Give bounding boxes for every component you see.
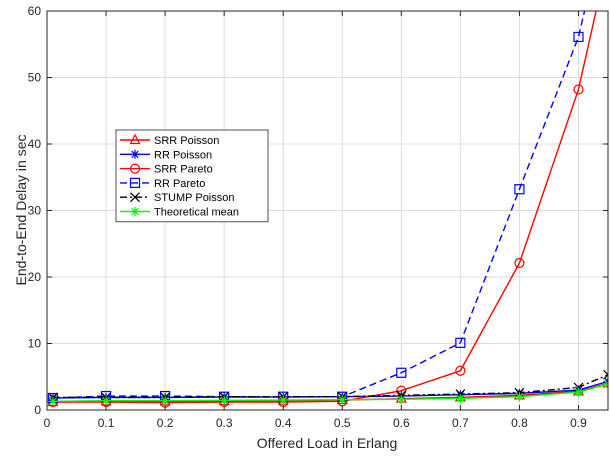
y-tick-label: 40 bbox=[28, 137, 42, 151]
data-point bbox=[160, 396, 170, 406]
legend-swatch-marker bbox=[129, 133, 141, 145]
legend-label: Theoretical mean bbox=[154, 207, 239, 219]
data-point bbox=[396, 394, 406, 404]
y-tick-label: 30 bbox=[28, 204, 42, 218]
legend-label: RR Poisson bbox=[154, 149, 212, 161]
data-point bbox=[455, 393, 465, 403]
data-point bbox=[101, 396, 111, 406]
x-axis-title: Offered Load in Erlang bbox=[257, 435, 398, 451]
x-tick-label: 0.2 bbox=[157, 416, 174, 430]
legend-swatch-marker bbox=[130, 192, 140, 203]
data-point bbox=[573, 84, 584, 95]
data-point bbox=[514, 184, 525, 195]
data-point bbox=[337, 395, 347, 405]
data-point bbox=[573, 31, 584, 43]
legend-swatch-marker bbox=[130, 149, 140, 159]
legend-label: STUMP Poisson bbox=[154, 192, 235, 204]
y-tick-label: 50 bbox=[28, 71, 42, 85]
legend-box bbox=[115, 129, 269, 223]
x-tick-label: 0.6 bbox=[393, 416, 410, 430]
data-point bbox=[514, 392, 524, 402]
legend-label: SRR Pareto bbox=[154, 164, 213, 176]
ticks: 0 0.1 0.2 0.3 0.4 0.5 0.6 0.7 0.8 0.9 0 10 20 30 40 50 6… bbox=[28, 4, 608, 430]
legend-swatch-marker bbox=[129, 177, 141, 188]
data-point bbox=[396, 367, 407, 378]
y-tick-label: 20 bbox=[28, 270, 42, 284]
legend-swatch-marker bbox=[129, 163, 141, 174]
legend-swatch-marker bbox=[130, 207, 140, 216]
x-tick-label: 0.9 bbox=[570, 416, 587, 430]
data-point bbox=[455, 365, 466, 376]
x-tick-label: 0.5 bbox=[334, 416, 351, 430]
legend-label: RR Pareto bbox=[154, 178, 205, 190]
y-tick-label: 0 bbox=[34, 403, 41, 417]
x-tick-label: 0.7 bbox=[452, 416, 469, 430]
legend-label: SRR Poisson bbox=[154, 135, 219, 147]
series-theoretical-mean bbox=[48, 379, 608, 406]
data-point bbox=[219, 395, 229, 405]
data-point bbox=[573, 387, 583, 397]
x-tick-label: 0.1 bbox=[98, 416, 115, 430]
data-point bbox=[514, 257, 525, 269]
data-point bbox=[573, 382, 584, 393]
y-tick-label: 60 bbox=[28, 4, 42, 18]
data-point bbox=[48, 396, 58, 406]
y-tick-label: 10 bbox=[28, 337, 42, 351]
series-layer bbox=[47, 11, 608, 408]
x-tick-label: 0 bbox=[44, 416, 51, 430]
data-point bbox=[603, 369, 608, 380]
y-axis-title: End-to-End Delay in sec bbox=[13, 135, 29, 286]
x-tick-label: 0.3 bbox=[216, 416, 233, 430]
data-point bbox=[455, 337, 466, 348]
x-tick-label: 0.8 bbox=[511, 416, 528, 430]
x-tick-label: 0.4 bbox=[275, 416, 292, 430]
legend: SRR Poisson RR Poisson SRR Pareto RR Pareto… bbox=[115, 129, 269, 223]
data-point bbox=[278, 395, 288, 405]
